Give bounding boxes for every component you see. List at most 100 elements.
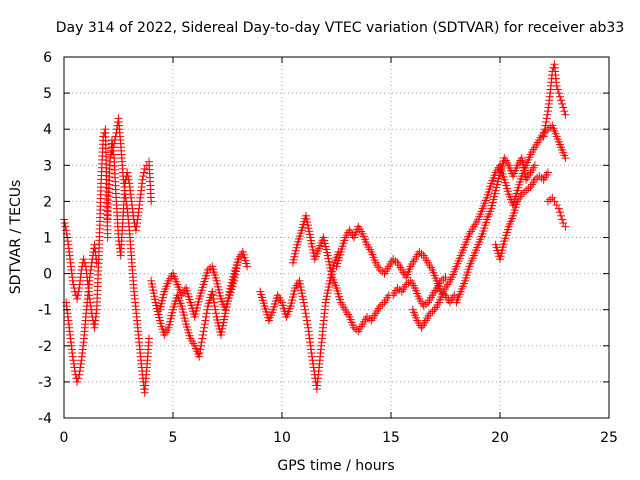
data-point-track-e xyxy=(200,320,209,329)
data-point-track-m xyxy=(558,99,567,108)
data-point-track-a xyxy=(68,276,77,285)
data-point-track-m xyxy=(561,110,570,119)
data-point-track-e xyxy=(211,309,220,318)
data-point-track-n xyxy=(561,222,570,231)
data-point-track-c xyxy=(139,168,148,177)
data-point-track-c xyxy=(139,172,148,181)
data-point-track-m xyxy=(542,117,551,126)
data-point-track-b xyxy=(75,367,84,376)
data-point-track-a xyxy=(80,258,89,267)
data-point-track-m xyxy=(540,125,549,134)
y-tick-label: 1 xyxy=(43,231,52,247)
data-point-track-e xyxy=(243,262,252,271)
data-point-track-e xyxy=(198,334,207,343)
data-point-track-d xyxy=(122,201,131,210)
data-point-track-b xyxy=(86,265,95,274)
data-point-track-a xyxy=(74,287,83,296)
y-tick-label: -1 xyxy=(38,303,52,319)
axis-ticks: 0 5 10 15 20 25 -4 -3 -2 -1 0 1 2 3 4 5 6 xyxy=(38,50,618,446)
data-point-track-e xyxy=(198,330,207,339)
data-point-track-j xyxy=(561,154,570,163)
data-point-track-i xyxy=(450,291,459,300)
data-point-track-e xyxy=(208,287,217,296)
x-tick-label: 5 xyxy=(169,430,178,446)
data-point-track-g xyxy=(299,298,308,307)
data-point-track-a xyxy=(60,219,69,228)
data-point-track-c xyxy=(138,175,147,184)
data-point-track-b xyxy=(73,377,82,386)
x-axis-label: GPS time / hours xyxy=(277,458,394,474)
data-points xyxy=(60,60,570,397)
x-tick-label: 20 xyxy=(491,430,509,446)
y-tick-label: 2 xyxy=(43,194,52,210)
data-point-track-m xyxy=(554,89,563,98)
x-tick-label: 25 xyxy=(600,430,618,446)
data-point-track-e xyxy=(197,338,206,347)
data-point-track-e xyxy=(210,302,219,311)
data-point-track-l xyxy=(543,168,552,177)
y-tick-label: -2 xyxy=(38,339,52,355)
x-tick-label: 0 xyxy=(60,430,69,446)
data-point-track-b xyxy=(74,374,83,383)
data-point-track-n xyxy=(554,204,563,213)
data-point-track-m xyxy=(543,110,552,119)
data-point-track-g xyxy=(302,316,311,325)
data-point-track-a xyxy=(73,294,82,303)
y-tick-label: 3 xyxy=(43,158,52,174)
data-point-track-c xyxy=(133,215,142,224)
data-point-track-d xyxy=(121,190,130,199)
data-point-track-d xyxy=(107,150,116,159)
data-point-track-g xyxy=(308,356,317,365)
data-point-track-b xyxy=(86,269,95,278)
data-point-track-b xyxy=(69,356,78,365)
data-point-track-a xyxy=(61,222,70,231)
data-point-track-d xyxy=(109,143,118,152)
data-point-track-b xyxy=(75,370,84,379)
data-point-track-f xyxy=(234,255,243,264)
y-tick-label: 0 xyxy=(43,267,52,283)
data-point-track-e xyxy=(203,305,212,314)
data-point-track-d xyxy=(121,193,130,202)
data-point-track-e xyxy=(202,309,211,318)
data-point-track-e xyxy=(208,291,217,300)
data-point-track-g xyxy=(301,309,310,318)
x-tick-label: 10 xyxy=(273,430,291,446)
data-point-track-m xyxy=(555,92,564,101)
data-point-track-n xyxy=(558,215,567,224)
y-tick-label: -4 xyxy=(38,411,52,427)
data-point-track-d xyxy=(122,197,131,206)
data-point-track-e xyxy=(197,341,206,350)
data-point-track-e xyxy=(209,294,218,303)
data-point-track-a xyxy=(79,255,88,264)
data-point-track-g xyxy=(301,305,310,314)
data-point-track-e xyxy=(211,305,220,314)
data-point-track-k xyxy=(530,161,539,170)
data-point-track-e xyxy=(199,327,208,336)
data-point-track-g xyxy=(300,302,309,311)
y-axis-label: SDTVAR / TECUs xyxy=(8,180,24,295)
data-point-track-c xyxy=(132,222,141,231)
data-point-track-b xyxy=(68,352,77,361)
data-point-track-m xyxy=(559,103,568,112)
grid xyxy=(64,57,609,418)
data-point-track-g xyxy=(302,312,311,321)
data-point-track-m xyxy=(560,107,569,116)
data-point-track-d xyxy=(145,334,154,343)
data-point-track-m xyxy=(540,128,549,137)
data-point-track-e xyxy=(201,316,210,325)
data-point-track-n xyxy=(555,208,564,217)
y-tick-label: 4 xyxy=(43,122,52,138)
data-point-track-n xyxy=(557,211,566,220)
data-point-track-m xyxy=(541,121,550,130)
data-point-track-e xyxy=(210,298,219,307)
data-point-track-m xyxy=(553,85,562,94)
data-point-track-e xyxy=(195,349,204,358)
data-point-track-m xyxy=(557,96,566,105)
data-point-track-m xyxy=(542,114,551,123)
data-point-track-a xyxy=(103,233,112,242)
data-point-track-b xyxy=(87,262,96,271)
data-point-track-e xyxy=(202,312,211,321)
data-point-track-c xyxy=(147,197,156,206)
data-point-track-g xyxy=(303,320,312,329)
